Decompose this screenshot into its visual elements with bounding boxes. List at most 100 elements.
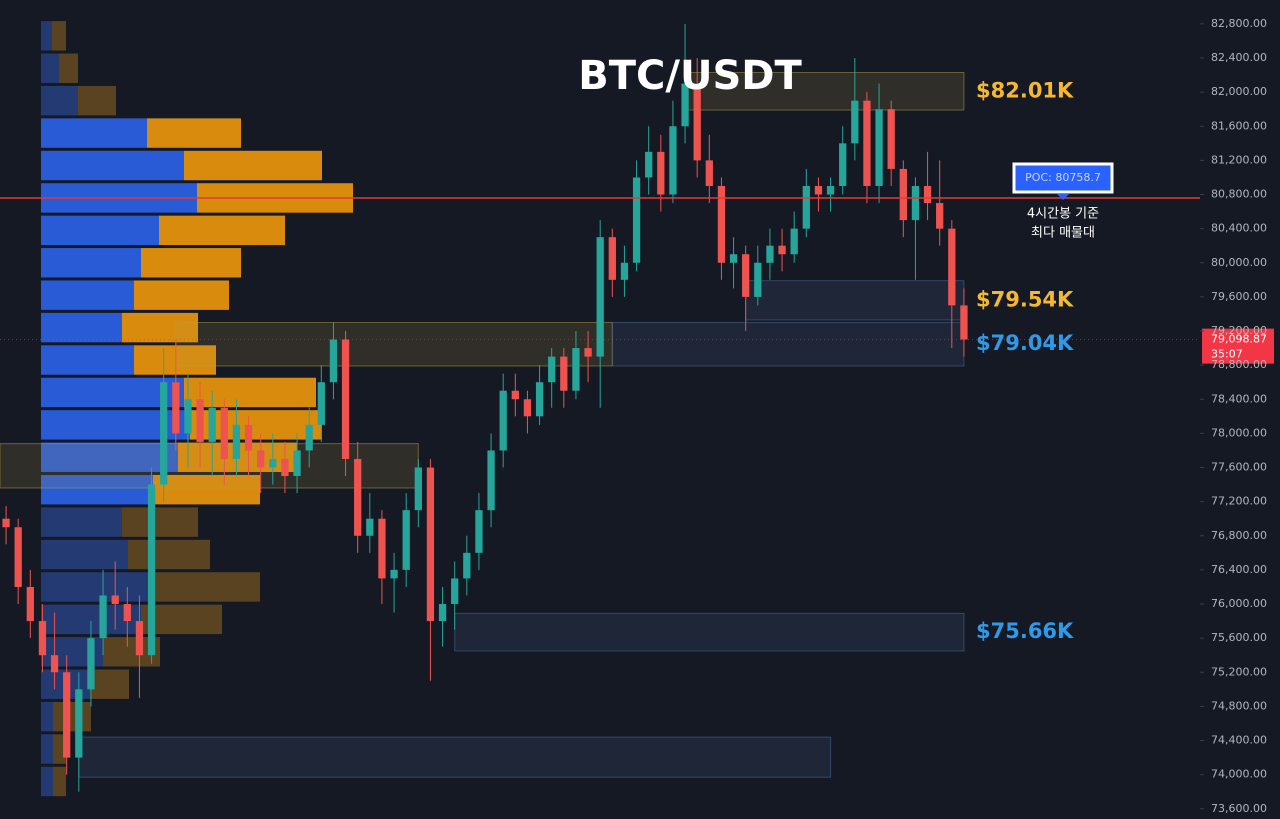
profile-sell: [122, 507, 198, 537]
profile-sell: [159, 215, 285, 246]
candle-body: [111, 595, 119, 605]
last-price-tag: [1202, 328, 1274, 364]
candle-body: [839, 143, 847, 186]
candle-body: [523, 399, 532, 417]
poc-label: POC: 80758.7: [1025, 171, 1101, 184]
candle-body: [475, 510, 483, 553]
candle-body: [160, 382, 168, 485]
y-tick-label: 78,400.00: [1211, 392, 1267, 405]
profile-sell: [52, 21, 66, 51]
candle-body: [875, 109, 883, 186]
y-tick-label: 82,800.00: [1211, 17, 1267, 30]
candle-body: [645, 151, 653, 178]
candle-body: [742, 254, 750, 297]
profile-buy: [41, 474, 153, 505]
countdown: 35:07: [1211, 348, 1243, 361]
profile-sell: [134, 280, 229, 310]
y-tick-label: 75,200.00: [1211, 665, 1267, 678]
candle-body: [305, 424, 313, 451]
candle-body: [232, 424, 241, 459]
y-tick-label: 78,800.00: [1211, 358, 1267, 371]
chart-title: BTC/USDT: [578, 53, 802, 99]
profile-buy: [41, 410, 190, 440]
profile-sell: [184, 377, 316, 408]
candles: [2, 23, 968, 792]
candle-body: [620, 262, 629, 280]
candle-body: [608, 237, 616, 280]
y-tick-label: 75,600.00: [1211, 631, 1267, 644]
candle-body: [172, 382, 180, 434]
candle-body: [329, 339, 338, 383]
candle-body: [293, 450, 301, 477]
profile-buy: [41, 442, 178, 472]
candle-body: [948, 228, 956, 306]
candle-body: [50, 655, 59, 673]
candle-body: [754, 262, 762, 297]
profile-sell: [153, 572, 260, 602]
y-tick-label: 74,800.00: [1211, 699, 1267, 712]
profile-buy: [41, 572, 153, 602]
profile-buy: [41, 734, 53, 764]
y-tick-label: 80,400.00: [1211, 222, 1267, 235]
candle-body: [147, 484, 156, 656]
profile-sell: [53, 766, 66, 797]
candle-body: [814, 185, 823, 195]
candle-body: [463, 552, 471, 579]
y-tick-label: 77,200.00: [1211, 495, 1267, 508]
poc-box: [1012, 162, 1114, 194]
profile-buy: [41, 118, 147, 148]
profile-buy: [41, 766, 53, 797]
profile-buy: [41, 21, 52, 51]
candle-body: [669, 126, 677, 195]
profile-sell: [53, 701, 91, 732]
y-tick-label: 73,600.00: [1211, 802, 1267, 815]
candle-body: [923, 185, 932, 204]
candle-body: [693, 83, 701, 161]
profile-buy: [41, 85, 78, 116]
candle-body: [705, 160, 713, 186]
candle-body: [960, 305, 968, 340]
profile-buy: [41, 248, 141, 278]
y-tick-label: 82,000.00: [1211, 85, 1267, 98]
candle-body: [426, 467, 435, 622]
profile-buy: [41, 280, 134, 310]
profile-sell: [78, 85, 116, 116]
candle-body: [220, 407, 228, 459]
candle-body: [851, 100, 859, 144]
zone: [454, 612, 965, 652]
zone-label: $82.01K: [976, 78, 1074, 102]
candle-body: [63, 672, 71, 758]
candle-body: [657, 151, 665, 195]
poc-note: 최다 매물대: [1031, 226, 1095, 241]
candle-body: [269, 458, 277, 468]
profile-buy: [41, 53, 59, 83]
candle-body: [911, 185, 920, 221]
y-tick-label: 80,000.00: [1211, 256, 1267, 269]
candle-body: [390, 569, 398, 579]
zone: [745, 280, 965, 321]
y-tick-label: 74,400.00: [1211, 734, 1267, 747]
candle-body: [402, 510, 410, 570]
candle-body: [99, 595, 107, 639]
profile-sell: [141, 248, 241, 278]
candle-body: [826, 185, 835, 195]
candle-body: [790, 228, 798, 255]
candle-body: [729, 254, 738, 263]
y-tick-label: 74,000.00: [1211, 768, 1267, 781]
candle-body: [936, 203, 944, 229]
profile-sell: [59, 53, 78, 83]
candle-body: [414, 467, 422, 511]
profile-buy: [41, 150, 184, 181]
zone-label: $79.54K: [976, 287, 1074, 311]
candle-body: [2, 518, 10, 528]
candle-body: [584, 348, 592, 357]
zone: [611, 321, 965, 367]
zone-label: $79.04K: [976, 331, 1074, 355]
y-tick-label: 81,200.00: [1211, 153, 1267, 166]
candle-body: [208, 407, 216, 442]
candle-body: [38, 621, 47, 656]
candle-body: [317, 382, 325, 425]
profile-sell: [134, 345, 216, 375]
